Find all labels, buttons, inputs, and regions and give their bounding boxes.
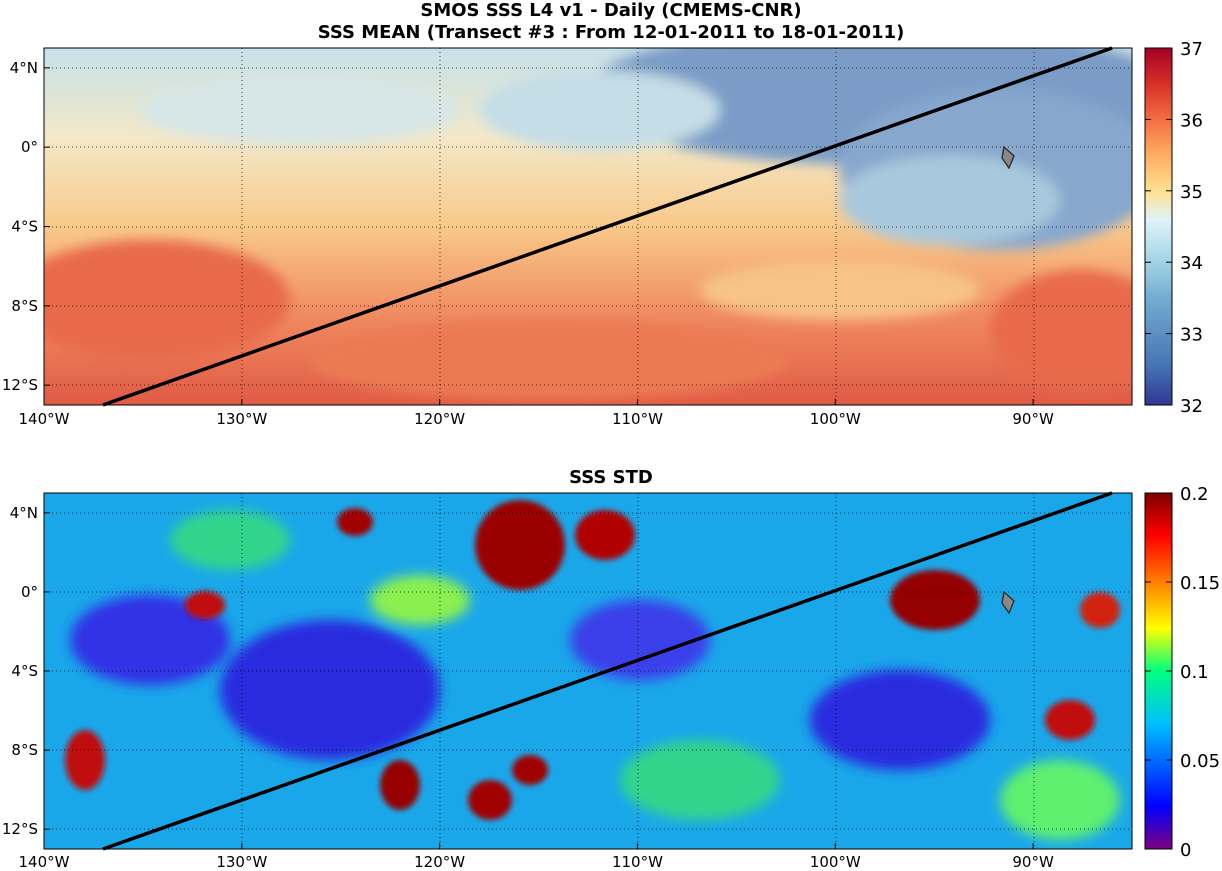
lat-tick-label: 0°	[21, 138, 38, 156]
lon-tick-label: 140°W	[19, 410, 70, 428]
lat-tick-label: 4°S	[11, 218, 38, 236]
lat-tick-label: 12°S	[2, 376, 38, 394]
mean-panel-title: SSS MEAN (Transect #3 : From 12-01-2011 …	[317, 22, 905, 43]
colorbar-tick-label: 0.05	[1180, 751, 1220, 772]
lat-tick-label: 8°S	[11, 741, 38, 759]
lat-tick-label: 4°N	[10, 504, 38, 522]
colorbar-tick-label: 33	[1180, 325, 1203, 346]
mean-colorbar-ticks: 32 33 34 35 36 37	[1145, 39, 1203, 417]
std-panel-title: SSS STD	[569, 467, 653, 488]
std-lon-ticks: 140°W 130°W 120°W 110°W 100°W 90°W	[19, 843, 1054, 871]
colorbar-tick-label: 32	[1180, 396, 1203, 417]
colorbar-tick-label: 37	[1180, 39, 1203, 60]
lat-tick-label: 8°S	[11, 297, 38, 315]
lat-tick-label: 4°N	[10, 59, 38, 77]
colorbar-tick-label: 0	[1180, 840, 1191, 861]
lon-tick-label: 90°W	[1012, 410, 1054, 428]
lat-tick-label: 12°S	[2, 820, 38, 838]
lon-tick-label: 90°W	[1012, 853, 1054, 871]
mean-map-panel	[44, 48, 1132, 405]
lon-tick-label: 110°W	[612, 410, 663, 428]
mean-lat-ticks: 4°N 0° 4°S 8°S 12°S	[2, 59, 50, 394]
galapagos-island-mean	[1001, 145, 1015, 170]
lon-tick-label: 140°W	[19, 853, 70, 871]
lat-tick-label: 0°	[21, 583, 38, 601]
lon-tick-label: 110°W	[612, 853, 663, 871]
galapagos-island-std	[1001, 590, 1015, 615]
lon-tick-label: 100°W	[810, 410, 861, 428]
lon-tick-label: 130°W	[216, 410, 267, 428]
colorbar-tick-label: 0.2	[1180, 484, 1209, 505]
colorbar-tick-label: 0.15	[1180, 573, 1220, 594]
mean-colorbar	[1144, 47, 1173, 406]
std-map-grid	[44, 493, 1132, 849]
mean-transect-line	[102, 46, 1113, 407]
lon-tick-label: 100°W	[810, 853, 861, 871]
colorbar-tick-label: 34	[1180, 253, 1203, 274]
colorbar-tick-label: 36	[1180, 110, 1203, 131]
std-colorbar-ticks: 0 0.05 0.1 0.15 0.2	[1145, 484, 1220, 861]
colorbar-tick-label: 35	[1180, 182, 1203, 203]
lon-tick-label: 130°W	[216, 853, 267, 871]
lon-tick-label: 120°W	[414, 410, 465, 428]
mean-map-grid	[44, 48, 1132, 405]
colorbar-tick-label: 0.1	[1180, 662, 1209, 683]
lat-tick-label: 4°S	[11, 662, 38, 680]
figure-title: SMOS SSS L4 v1 - Daily (CMEMS-CNR)	[420, 0, 802, 21]
mean-lon-ticks: 140°W 130°W 120°W 110°W 100°W 90°W	[19, 399, 1054, 428]
std-transect-line	[102, 491, 1113, 851]
std-lat-ticks: 4°N 0° 4°S 8°S 12°S	[2, 504, 50, 838]
lon-tick-label: 120°W	[414, 853, 465, 871]
